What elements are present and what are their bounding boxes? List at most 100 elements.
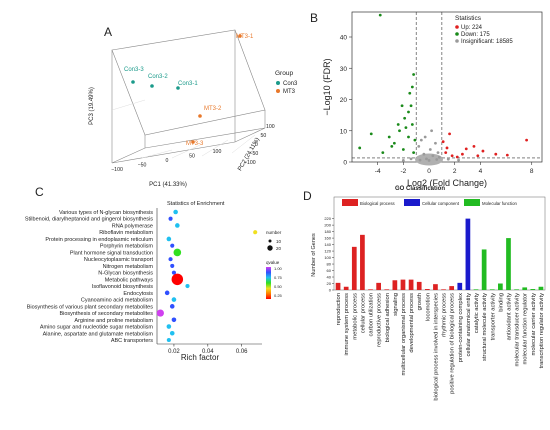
panel-label-a: A — [104, 25, 112, 39]
go-category-label: reproductive process — [377, 293, 383, 347]
pca-point — [238, 34, 242, 38]
volcano-point-down — [378, 13, 382, 17]
enrichment-bubble — [166, 337, 171, 343]
pca-point-label: MT3-2 — [204, 106, 222, 112]
volcano-point-down — [387, 135, 391, 139]
volcano-point-down — [358, 146, 362, 150]
qvalue-legend-tick: 0.50 — [274, 284, 283, 289]
qvalue-legend-title: qvalue — [266, 260, 280, 265]
pca-cube — [111, 29, 266, 164]
qvalue-legend-tick: 0.25 — [274, 293, 283, 298]
volcano-frame — [351, 11, 543, 163]
enrichment-bubble — [173, 209, 178, 215]
volcano-point-up — [448, 132, 451, 136]
go-category-label: carbon utilization — [369, 293, 375, 337]
go-category-label: structural molecule activity — [482, 293, 488, 361]
enrichment-category-label: Stilbenoid, diarylheptanoid and gingerol… — [25, 217, 153, 223]
volcano-point-up — [494, 152, 498, 156]
go-category-label: multicellular organismal process — [401, 293, 407, 376]
volcano-point-insignificant — [422, 152, 426, 156]
volcano-x-tick-label: 8 — [530, 168, 534, 175]
go-y-tick-label: 100 — [324, 255, 331, 260]
volcano-point-down — [408, 91, 412, 95]
volcano-x-tick-label: 0 — [427, 168, 431, 175]
enrichment-category-label: Endocytosis — [123, 291, 153, 297]
go-bar — [489, 289, 495, 290]
go-bar — [424, 289, 430, 290]
enrichment-category-label: Nucleocytoplasmic transport — [84, 257, 154, 263]
qvalue-legend-tick: 1.00 — [274, 266, 283, 271]
go-classification-bar-chart: GO Classification Biological process Cellu… — [311, 186, 546, 401]
enrichment-category-label: Plant hormone signal transduction — [70, 250, 153, 256]
go-category-label: transcription regulator activity — [539, 293, 545, 368]
go-y-tick-label: 120 — [324, 249, 331, 254]
pca-point-label: MT3-3 — [186, 141, 204, 147]
enrichment-category-label: Isoflavonoid biosynthesis — [92, 284, 153, 290]
go-category-label: catalytic activity — [474, 293, 480, 333]
go-bar — [498, 283, 503, 290]
enrichment-category-label: Alanine, aspartate and glutamate metabol… — [43, 331, 154, 337]
volcano-point-down — [410, 85, 414, 89]
pc1-tick-label: −50 — [138, 163, 147, 169]
go-bar — [457, 282, 463, 290]
volcano-point-insignificant — [436, 151, 440, 155]
go-legend-swatch — [404, 199, 420, 206]
volcano-point-down — [403, 116, 407, 120]
pca-legend-swatch-con3 — [276, 81, 280, 85]
volcano-point-up — [445, 146, 449, 150]
pca-point — [176, 86, 180, 90]
volcano-y-tick-label: 30 — [340, 66, 348, 73]
number-legend-label: 20 — [276, 246, 282, 251]
enrichment-category-label: Nitrogen metabolism — [103, 264, 154, 270]
number-legend-title: number — [266, 230, 282, 235]
volcano-point-up — [444, 151, 448, 155]
volcano-point-insignificant — [427, 159, 431, 162]
volcano-point-insignificant — [435, 158, 439, 161]
go-category-label: cellular process — [360, 293, 366, 333]
go-legend-label: Biological process — [360, 201, 395, 206]
go-category-label: molecular transducer activity — [515, 293, 521, 367]
go-legend-swatch — [464, 199, 480, 206]
pca-point-label: Con3-1 — [178, 81, 198, 87]
pc3-axis-label: PC3 (19.49%) — [89, 87, 95, 125]
go-bar — [473, 289, 479, 290]
enrichment-category-label: N-Glycan biosynthesis — [98, 271, 153, 277]
go-y-axis-label: Number of Genes — [311, 233, 317, 277]
volcano-point-up — [464, 147, 468, 151]
go-bar — [416, 281, 422, 290]
volcano-point-up — [455, 155, 459, 159]
go-bar — [360, 234, 365, 290]
go-y-tick-label: 60 — [327, 268, 332, 273]
enrichment-bubble — [173, 248, 182, 257]
pca-point — [150, 84, 154, 88]
pc1-tick-label: 50 — [189, 154, 195, 160]
go-bar — [351, 246, 357, 290]
enrichment-bubble — [169, 330, 175, 336]
volcano-point-up — [472, 144, 476, 148]
volcano-point-down — [398, 129, 401, 133]
volcano-point-up — [525, 138, 528, 142]
pc2-tick-label: 100 — [266, 124, 275, 130]
go-bar — [449, 286, 455, 290]
volcano-y-axis-label: −Log10 (FDR) — [322, 58, 332, 115]
enrichment-bubble — [156, 309, 164, 317]
volcano-plot: 0 10 20 30 40 -4 -2 0 2 4 8 Log2 (Fold Change) −Log1… — [322, 11, 543, 188]
volcano-point-insignificant — [430, 129, 433, 133]
go-bar — [441, 289, 446, 290]
number-legend-swatch — [267, 245, 273, 251]
volcano-legend-title: Statistics — [455, 15, 482, 22]
go-category-label: molecular carrier activity — [531, 293, 537, 356]
volcano-point-up — [441, 140, 445, 144]
volcano-point-down — [400, 104, 404, 108]
go-legend-label: Cellular component — [422, 201, 460, 206]
volcano-point-down — [413, 138, 417, 142]
pca-legend-mt3: MT3 — [283, 89, 296, 95]
go-category-label: growth — [417, 293, 423, 310]
enrichment-x-axis-label: Rich factor — [181, 353, 220, 362]
go-category-label: reproduction — [336, 293, 342, 325]
panel-label-b: B — [310, 11, 318, 25]
volcano-point-down — [404, 126, 408, 130]
go-category-label: binding — [498, 293, 504, 312]
go-y-tick-label: 220 — [324, 216, 331, 221]
